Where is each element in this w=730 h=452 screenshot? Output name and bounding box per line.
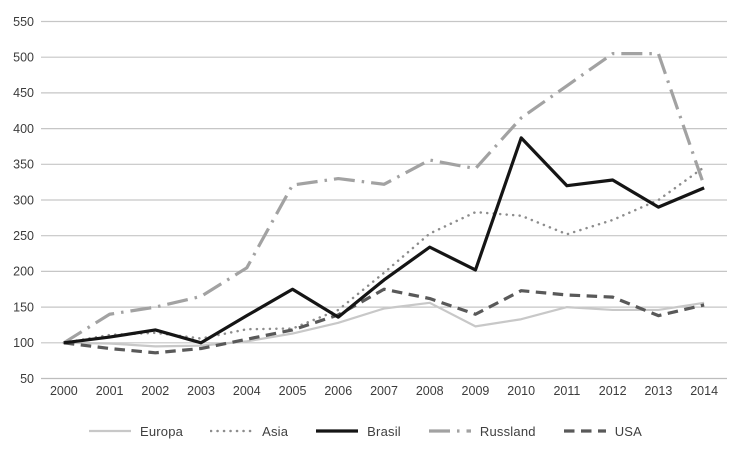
y-tick-label: 50: [20, 372, 34, 386]
legend-item-europa: Europa: [88, 424, 183, 439]
y-tick-label: 200: [13, 265, 34, 279]
legend-swatch-brasil: [316, 429, 359, 433]
y-tick-label: 500: [13, 51, 34, 65]
series-line-brasil: [63, 136, 705, 345]
x-tick-label: 2012: [599, 384, 627, 398]
x-tick-label: 2006: [324, 384, 352, 398]
legend-label: Asia: [262, 423, 289, 439]
y-tick-label: 550: [13, 15, 34, 29]
legend-item-usa: USA: [563, 424, 642, 439]
x-tick-label: 2014: [690, 384, 718, 398]
series-line-russland: [63, 52, 706, 345]
legend-label: Europa: [139, 423, 184, 439]
legend-label: Brasil: [367, 423, 401, 439]
x-tick-label: 2001: [96, 384, 124, 398]
x-tick-label: 2013: [644, 384, 672, 398]
y-tick-label: 400: [13, 122, 34, 136]
x-tick-label: 2004: [233, 384, 261, 398]
series-line-usa: [63, 287, 705, 355]
legend-swatch-usa: [563, 429, 606, 433]
x-tick-label: 2003: [187, 384, 215, 398]
y-tick-label: 100: [13, 336, 34, 350]
y-tick-label: 150: [13, 300, 34, 314]
y-tick-label: 350: [13, 158, 34, 172]
x-tick-label: 2010: [507, 384, 535, 398]
chart-legend: Europa Asia Brasil Russland USA: [0, 410, 730, 452]
x-tick-label: 2011: [553, 384, 580, 398]
plot-area: 50 100 150 200 250 300 350 400 450 500 550 2000 2001…: [13, 15, 727, 398]
legend-swatch-asia: [210, 429, 255, 433]
legend-item-brasil: Brasil: [315, 424, 401, 439]
legend-item-russland: Russland: [428, 424, 536, 439]
y-tick-label: 450: [13, 86, 34, 100]
x-tick-label: 2007: [370, 384, 398, 398]
y-tick-label: 300: [13, 193, 34, 207]
series-line-europa: [63, 301, 705, 348]
x-tick-label: 2002: [141, 384, 169, 398]
legend-item-asia: Asia: [210, 424, 288, 439]
legend-label: USA: [614, 423, 643, 439]
x-tick-label: 2000: [50, 384, 78, 398]
x-tick-label: 2009: [462, 384, 490, 398]
legend-swatch-europa: [88, 429, 131, 433]
series-line-asia: [62, 165, 706, 345]
x-tick-label: 2008: [416, 384, 444, 398]
legend-swatch-russland: [428, 429, 471, 433]
legend-label: Russland: [479, 423, 536, 439]
y-tick-label: 250: [13, 229, 34, 243]
x-tick-label: 2005: [279, 384, 307, 398]
